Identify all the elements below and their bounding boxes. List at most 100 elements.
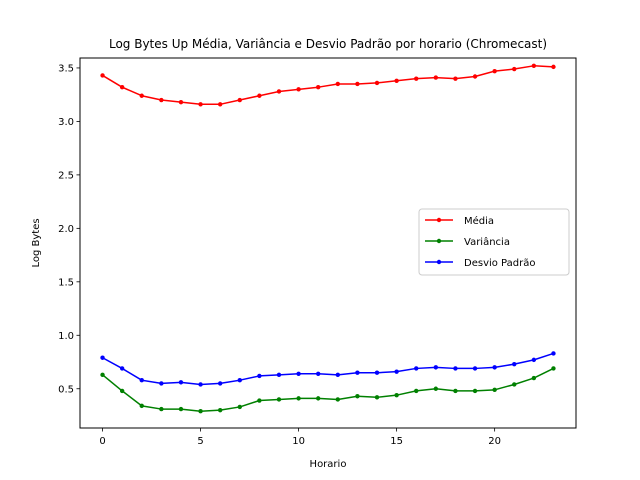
data-point-desvio-padrao [433, 365, 439, 370]
data-point-desvio-padrao [335, 372, 341, 378]
data-point-desvio-padrao [512, 361, 517, 367]
legend-label-media: Média [464, 215, 494, 227]
data-point-variancia [414, 388, 419, 394]
data-point-desvio-padrao [315, 371, 321, 376]
data-point-variancia [472, 388, 478, 394]
y-tick-label: 3.5 [58, 63, 74, 74]
y-tick-label: 2.0 [58, 224, 74, 235]
data-point-media [414, 76, 419, 81]
data-point-desvio-padrao [119, 366, 125, 371]
legend: Média Variância Desvio Padrão [418, 208, 570, 276]
data-point-variancia [296, 396, 301, 401]
data-point-variancia [492, 387, 497, 393]
data-point-variancia [355, 394, 360, 399]
data-point-variancia [276, 397, 282, 402]
data-point-variancia [159, 406, 164, 412]
data-point-media [335, 81, 341, 87]
data-point-desvio-padrao [394, 369, 399, 374]
data-point-desvio-padrao [453, 366, 458, 371]
data-point-variancia [217, 407, 223, 413]
legend-label-variancia: Variância [464, 236, 510, 248]
data-point-desvio-padrao [296, 371, 301, 376]
x-axis-label: Horario [310, 459, 347, 470]
data-point-desvio-padrao [472, 366, 478, 371]
data-point-media [178, 99, 184, 105]
data-point-media [237, 97, 242, 103]
data-point-media [217, 102, 223, 107]
data-point-variancia [257, 398, 262, 403]
data-point-variancia [237, 404, 242, 410]
data-point-variancia [119, 388, 125, 394]
data-point-desvio-padrao [217, 381, 223, 386]
y-tick-label: 1.5 [58, 277, 74, 288]
data-point-variancia [551, 366, 556, 371]
data-point-media [374, 80, 380, 86]
data-point-media [296, 87, 301, 92]
data-point-media [119, 84, 125, 90]
data-point-desvio-padrao [139, 377, 144, 383]
series-line-variancia [102, 367, 554, 412]
legend-box [418, 208, 570, 276]
data-point-media [198, 102, 203, 107]
data-point-variancia [512, 382, 517, 387]
series-line-media [102, 65, 554, 106]
data-point-variancia [374, 395, 380, 400]
data-point-desvio-padrao [531, 357, 537, 363]
data-point-media [100, 73, 105, 78]
data-point-variancia [394, 392, 399, 398]
data-point-desvio-padrao [374, 370, 380, 375]
data-point-desvio-padrao [492, 365, 497, 370]
legend-marker-desvio-padrao [436, 259, 442, 265]
x-tick-label: 0 [99, 436, 105, 447]
series-layer [100, 63, 556, 414]
data-point-variancia [139, 403, 144, 409]
data-point-media [315, 84, 321, 90]
data-point-desvio-padrao [237, 377, 242, 383]
x-tick-label: 10 [292, 436, 305, 447]
x-axis-ticks: 0 5 10 15 20 [99, 428, 501, 447]
data-point-desvio-padrao [198, 382, 203, 387]
data-point-desvio-padrao [178, 380, 184, 385]
data-point-variancia [100, 372, 105, 378]
data-point-desvio-padrao [100, 355, 105, 360]
data-point-variancia [433, 386, 439, 391]
data-point-desvio-padrao [276, 372, 282, 378]
legend-marker-media [436, 217, 442, 223]
data-point-desvio-padrao [414, 366, 419, 371]
data-point-variancia [315, 396, 321, 401]
data-point-media [139, 93, 144, 98]
data-point-desvio-padrao [257, 373, 262, 379]
y-tick-label: 3.0 [58, 117, 74, 128]
data-point-variancia [453, 388, 458, 394]
data-point-desvio-padrao [551, 351, 556, 356]
data-point-variancia [198, 409, 203, 414]
legend-label-desvio-padrao: Desvio Padrão [464, 258, 535, 269]
data-point-media [257, 93, 262, 98]
data-point-media [276, 89, 282, 94]
x-tick-label: 5 [197, 436, 203, 447]
data-point-media [453, 76, 458, 81]
data-point-variancia [531, 375, 537, 381]
y-tick-label: 1.0 [58, 331, 74, 342]
data-point-variancia [335, 397, 341, 402]
plot-frame [79, 57, 577, 429]
legend-marker-variancia [436, 238, 442, 244]
data-point-media [472, 74, 478, 79]
data-point-media [355, 81, 360, 87]
x-tick-label: 15 [390, 436, 403, 447]
series-line-desvio-padrao [102, 352, 554, 386]
data-point-media [531, 63, 537, 69]
data-point-media [394, 78, 399, 83]
chart-title: Log Bytes Up Média, Variância e Desvio P… [109, 37, 547, 51]
x-tick-label: 20 [488, 436, 501, 447]
y-tick-label: 2.5 [58, 170, 74, 181]
data-point-media [159, 97, 164, 103]
data-point-desvio-padrao [355, 370, 360, 375]
y-tick-label: 0.5 [58, 384, 74, 395]
data-point-media [433, 75, 439, 80]
data-point-variancia [178, 406, 184, 412]
data-point-desvio-padrao [159, 381, 164, 386]
y-axis-ticks: 0.5 1.0 1.5 2.0 2.5 3.0 3.5 [58, 63, 80, 395]
data-point-media [512, 66, 517, 72]
